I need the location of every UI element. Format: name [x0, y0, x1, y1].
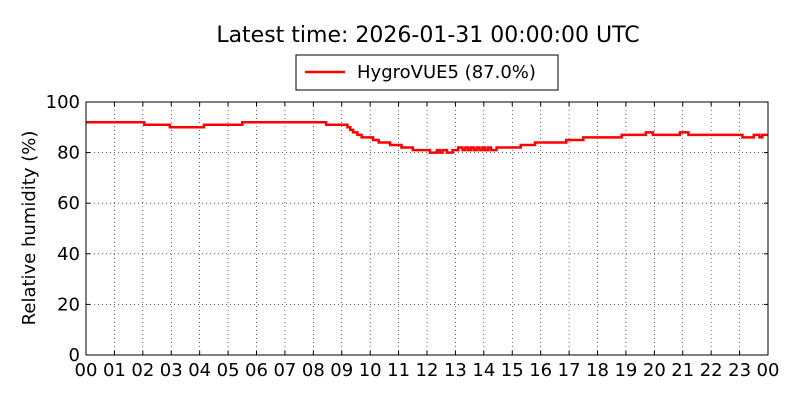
- y-tick-label: 60: [57, 193, 80, 214]
- x-tick-label: 10: [359, 360, 382, 381]
- x-tick-label: 09: [330, 360, 353, 381]
- series-layer: [86, 120, 768, 154]
- axis-ticks: 00 01 02 03 04 05 06 07 08 09 10 11 12 13 14 15 16 17 18 19…: [46, 92, 780, 381]
- x-tick-label: 11: [387, 360, 410, 381]
- x-tick-label: 06: [245, 360, 268, 381]
- x-tick-label: 18: [586, 360, 609, 381]
- series-line: [86, 120, 768, 154]
- x-tick-label: 08: [302, 360, 325, 381]
- legend-label: HygroVUE5 (87.0%): [357, 62, 536, 83]
- y-tick-label: 0: [69, 345, 80, 366]
- y-axis-label: Relative humidity (%): [19, 131, 40, 326]
- x-tick-label: 16: [529, 360, 552, 381]
- x-tick-label: 17: [558, 360, 581, 381]
- x-tick-label: 04: [188, 360, 211, 381]
- x-tick-label: 15: [501, 360, 524, 381]
- x-tick-label: 02: [131, 360, 154, 381]
- x-tick-label: 13: [444, 360, 467, 381]
- x-tick-label: 14: [472, 360, 495, 381]
- x-tick-label: 07: [273, 360, 296, 381]
- x-tick-label: 01: [103, 360, 126, 381]
- x-tick-label: 05: [217, 360, 240, 381]
- legend: HygroVUE5 (87.0%): [295, 54, 559, 91]
- x-tick-label: 12: [416, 360, 439, 381]
- x-tick-label: 23: [728, 360, 751, 381]
- x-tick-label: 22: [700, 360, 723, 381]
- x-tick-label: 03: [160, 360, 183, 381]
- y-tick-label: 20: [57, 294, 80, 315]
- x-tick-label: 20: [643, 360, 666, 381]
- x-tick-label: 00: [757, 360, 780, 381]
- x-tick-label: 00: [75, 360, 98, 381]
- y-tick-label: 100: [46, 92, 80, 113]
- plot-frame: [85, 101, 769, 356]
- y-tick-label: 80: [57, 143, 80, 164]
- x-tick-label: 21: [671, 360, 694, 381]
- y-tick-label: 40: [57, 244, 80, 265]
- chart-title: Latest time: 2026-01-31 00:00:00 UTC: [216, 23, 639, 48]
- grid: [86, 102, 768, 355]
- x-tick-label: 19: [614, 360, 637, 381]
